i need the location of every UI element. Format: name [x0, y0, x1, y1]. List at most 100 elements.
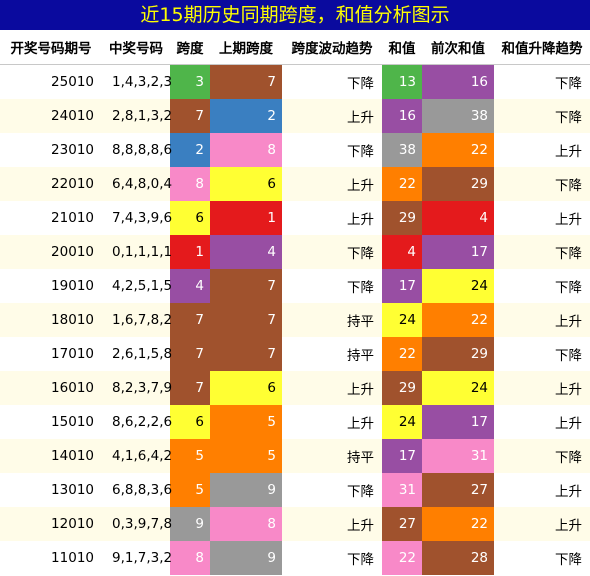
span-trend-cell: 下降	[282, 235, 382, 269]
span-cell: 7	[170, 337, 210, 371]
prev-sum-cell: 16	[422, 64, 494, 99]
prev-span-cell: 6	[210, 371, 282, 405]
sum-cell: 24	[382, 405, 422, 439]
span-trend-cell: 上升	[282, 507, 382, 541]
table-row: 22010 6,4,8,0,4 8 6 上升 22 29 下降	[0, 167, 590, 201]
table-row: 14010 4,1,6,4,2 5 5 持平 17 31 下降	[0, 439, 590, 473]
period-cell: 11010	[0, 541, 102, 575]
numbers-cell: 6,8,8,3,6	[102, 473, 172, 507]
period-cell: 17010	[0, 337, 102, 371]
prev-span-cell: 5	[210, 405, 282, 439]
sum-cell: 27	[382, 507, 422, 541]
sum-cell: 22	[382, 337, 422, 371]
span-cell: 7	[170, 371, 210, 405]
span-trend-cell: 下降	[282, 64, 382, 99]
prev-sum-cell: 4	[422, 201, 494, 235]
span-trend-cell: 上升	[282, 201, 382, 235]
sum-trend-cell: 上升	[494, 507, 590, 541]
period-cell: 20010	[0, 235, 102, 269]
prev-sum-cell: 24	[422, 371, 494, 405]
span-cell: 1	[170, 235, 210, 269]
sum-cell: 13	[382, 64, 422, 99]
table-row: 19010 4,2,5,1,5 4 7 下降 17 24 下降	[0, 269, 590, 303]
table-row: 24010 2,8,1,3,2 7 2 上升 16 38 下降	[0, 99, 590, 133]
span-trend-cell: 持平	[282, 337, 382, 371]
sum-cell: 22	[382, 541, 422, 575]
period-cell: 24010	[0, 99, 102, 133]
prev-sum-cell: 22	[422, 133, 494, 167]
sum-trend-cell: 上升	[494, 201, 590, 235]
period-cell: 16010	[0, 371, 102, 405]
span-trend-cell: 持平	[282, 439, 382, 473]
prev-sum-cell: 31	[422, 439, 494, 473]
sum-trend-cell: 下降	[494, 235, 590, 269]
sum-cell: 24	[382, 303, 422, 337]
numbers-cell: 8,2,3,7,9	[102, 371, 172, 405]
sum-trend-cell: 下降	[494, 64, 590, 99]
span-trend-cell: 下降	[282, 269, 382, 303]
prev-sum-cell: 27	[422, 473, 494, 507]
span-cell: 6	[170, 405, 210, 439]
prev-sum-cell: 29	[422, 167, 494, 201]
sum-trend-cell: 上升	[494, 133, 590, 167]
header-period: 开奖号码期号	[0, 30, 102, 65]
table-row: 21010 7,4,3,9,6 6 1 上升 29 4 上升	[0, 201, 590, 235]
span-cell: 7	[170, 303, 210, 337]
header-sum: 和值	[382, 30, 422, 65]
prev-span-cell: 8	[210, 507, 282, 541]
prev-sum-cell: 22	[422, 303, 494, 337]
span-trend-cell: 下降	[282, 133, 382, 167]
sum-cell: 29	[382, 371, 422, 405]
span-cell: 3	[170, 64, 210, 99]
prev-span-cell: 7	[210, 337, 282, 371]
prev-span-cell: 7	[210, 269, 282, 303]
span-cell: 4	[170, 269, 210, 303]
sum-cell: 4	[382, 235, 422, 269]
numbers-cell: 8,6,2,2,6	[102, 405, 172, 439]
page-title: 近15期历史同期跨度，和值分析图示	[0, 0, 590, 30]
period-cell: 13010	[0, 473, 102, 507]
analysis-table: 开奖号码期号 中奖号码 跨度 上期跨度 跨度波动趋势 和值 前次和值 和值升降趋…	[0, 30, 590, 575]
prev-span-cell: 2	[210, 99, 282, 133]
sum-trend-cell: 下降	[494, 337, 590, 371]
header-span: 跨度	[170, 30, 210, 65]
span-cell: 6	[170, 201, 210, 235]
prev-sum-cell: 17	[422, 235, 494, 269]
prev-sum-cell: 28	[422, 541, 494, 575]
span-cell: 5	[170, 439, 210, 473]
sum-cell: 31	[382, 473, 422, 507]
prev-span-cell: 5	[210, 439, 282, 473]
table-row: 16010 8,2,3,7,9 7 6 上升 29 24 上升	[0, 371, 590, 405]
prev-span-cell: 6	[210, 167, 282, 201]
prev-sum-cell: 22	[422, 507, 494, 541]
prev-span-cell: 1	[210, 201, 282, 235]
sum-trend-cell: 上升	[494, 303, 590, 337]
period-cell: 21010	[0, 201, 102, 235]
table-row: 25010 1,4,3,2,3 3 7 下降 13 16 下降	[0, 64, 590, 99]
table-row: 11010 9,1,7,3,2 8 9 下降 22 28 下降	[0, 541, 590, 575]
period-cell: 25010	[0, 64, 102, 99]
sum-cell: 38	[382, 133, 422, 167]
numbers-cell: 0,1,1,1,1	[102, 235, 172, 269]
sum-cell: 17	[382, 269, 422, 303]
header-prev-span: 上期跨度	[210, 30, 282, 65]
span-cell: 8	[170, 541, 210, 575]
header-numbers: 中奖号码	[102, 30, 170, 65]
sum-trend-cell: 下降	[494, 99, 590, 133]
prev-sum-cell: 38	[422, 99, 494, 133]
table-row: 20010 0,1,1,1,1 1 4 下降 4 17 下降	[0, 235, 590, 269]
span-trend-cell: 上升	[282, 405, 382, 439]
numbers-cell: 0,3,9,7,8	[102, 507, 172, 541]
prev-sum-cell: 29	[422, 337, 494, 371]
header-row: 开奖号码期号 中奖号码 跨度 上期跨度 跨度波动趋势 和值 前次和值 和值升降趋…	[0, 30, 590, 65]
period-cell: 18010	[0, 303, 102, 337]
numbers-cell: 2,8,1,3,2	[102, 99, 172, 133]
sum-trend-cell: 上升	[494, 405, 590, 439]
span-cell: 9	[170, 507, 210, 541]
sum-trend-cell: 下降	[494, 439, 590, 473]
sum-trend-cell: 下降	[494, 269, 590, 303]
table-row: 13010 6,8,8,3,6 5 9 下降 31 27 上升	[0, 473, 590, 507]
sum-trend-cell: 下降	[494, 167, 590, 201]
numbers-cell: 6,4,8,0,4	[102, 167, 172, 201]
table-row: 18010 1,6,7,8,2 7 7 持平 24 22 上升	[0, 303, 590, 337]
